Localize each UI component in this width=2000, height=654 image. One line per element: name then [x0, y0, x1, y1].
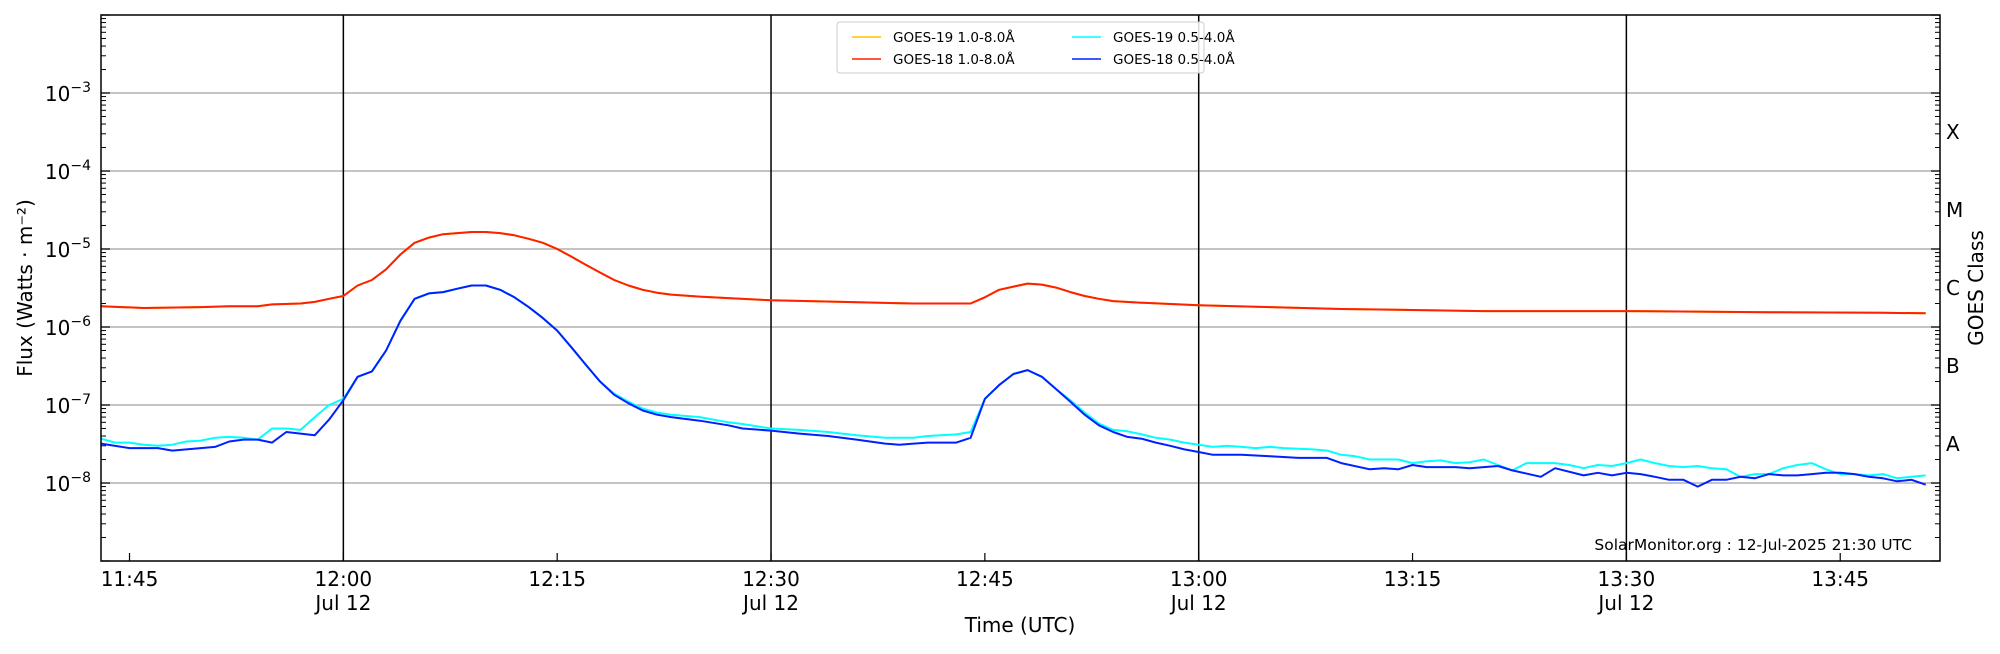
y-tick-label: 10−6: [45, 314, 91, 340]
y-tick-label: 10−4: [45, 158, 91, 184]
x-tick-label: 13:00: [1170, 567, 1228, 591]
y-tick-label: 10−7: [45, 392, 91, 418]
legend-label: GOES-19 0.5-4.0Å: [1113, 29, 1235, 46]
right-axis-label: GOES Class: [1964, 230, 1988, 346]
source-annotation: SolarMonitor.org : 12-Jul-2025 21:30 UTC: [1594, 536, 1912, 554]
y-tick-label: 10−5: [45, 236, 91, 262]
y-tick-labels: 10−3 10−4 10−5 10−6 10−7 10−8: [45, 80, 91, 496]
x-tick-label: 12:00: [315, 567, 373, 591]
goes-class-label: B: [1946, 354, 1960, 378]
x-tick-label: 11:45: [101, 567, 159, 591]
series-goes-19-0-5-4-0-: [100, 284, 1926, 480]
legend-box: [836, 21, 1205, 74]
x-tick-label: 12:30: [742, 567, 800, 591]
x-tick-date-label: Jul 12: [1169, 591, 1227, 615]
series-goes-19-1-0-8-0-: [100, 231, 1926, 315]
grid-lines: [101, 92, 1940, 484]
goes-class-labels: X M C B A: [1946, 120, 1963, 456]
plot-frame: [100, 14, 1941, 562]
series-goes-18-1-0-8-0-: [100, 231, 1926, 315]
y-tick-label: 10−3: [45, 80, 91, 106]
goes-class-label: M: [1946, 198, 1963, 222]
x-tick-label: 13:30: [1598, 567, 1656, 591]
goes-class-label: A: [1946, 432, 1960, 456]
x-tick-label: 12:15: [528, 567, 586, 591]
y-tick-label: 10−8: [45, 470, 91, 496]
x-tick-label: 12:45: [956, 567, 1014, 591]
legend: GOES-19 1.0-8.0Å GOES-19 0.5-4.0Å GOES-18 …: [836, 21, 1235, 74]
goes-class-label: X: [1946, 120, 1960, 144]
series-goes-18-0-5-4-0-: [100, 284, 1927, 488]
x-axis-label: Time (UTC): [964, 613, 1076, 637]
legend-label: GOES-18 1.0-8.0Å: [893, 51, 1015, 68]
legend-label: GOES-19 1.0-8.0Å: [893, 29, 1015, 46]
legend-label: GOES-18 0.5-4.0Å: [1113, 51, 1235, 68]
x-tick-date-label: Jul 12: [1596, 591, 1654, 615]
x-tick-date-label: Jul 12: [741, 591, 799, 615]
goes-class-label: C: [1946, 276, 1960, 300]
y-axis-label: Flux (Watts · m⁻²): [13, 199, 37, 377]
axis-ticks: [101, 14, 1940, 562]
x-tick-date-label: Jul 12: [313, 591, 371, 615]
x-tick-label: 13:45: [1811, 567, 1869, 591]
day-boundary-lines: [342, 15, 1628, 561]
series-lines: [100, 231, 1927, 488]
x-tick-label: 13:15: [1384, 567, 1442, 591]
